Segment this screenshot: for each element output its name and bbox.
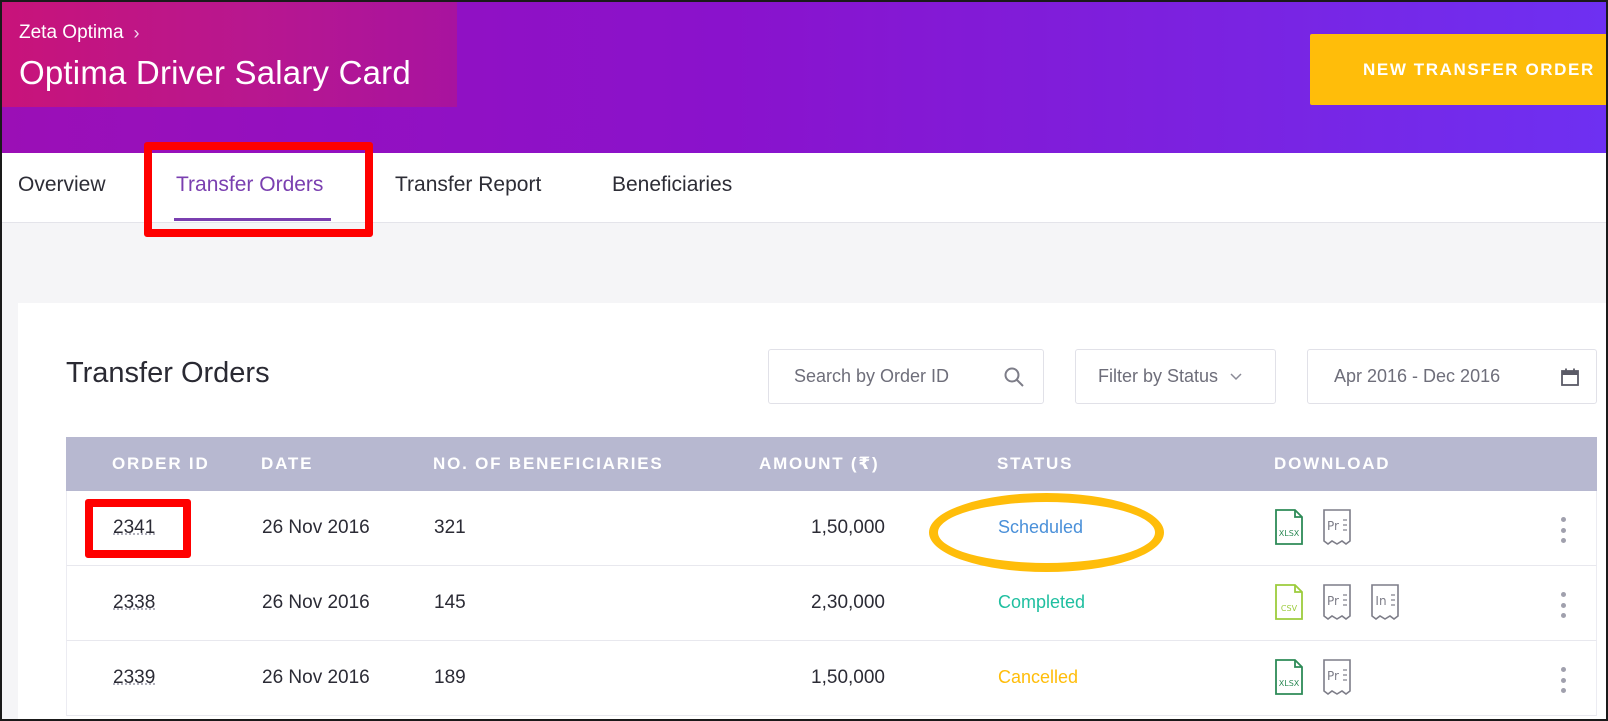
calendar-icon: [1561, 368, 1579, 386]
app-header: Zeta Optima › Optima Driver Salary Card …: [2, 2, 1606, 153]
beneficiary-count: 145: [434, 592, 466, 613]
row-menu-icon[interactable]: [1560, 667, 1566, 693]
col-amount[interactable]: AMOUNT (₹): [759, 454, 880, 473]
new-transfer-order-button[interactable]: NEW TRANSFER ORDER: [1310, 34, 1606, 105]
order-amount: 1,50,000: [811, 667, 885, 688]
beneficiary-count: 321: [434, 517, 466, 538]
order-amount: 2,30,000: [811, 592, 885, 613]
status-badge: Completed: [998, 592, 1086, 612]
chevron-down-icon: [1230, 372, 1242, 380]
breadcrumb-label[interactable]: Zeta Optima: [19, 22, 124, 43]
annotation-box-tab: [144, 142, 373, 237]
page-title: Optima Driver Salary Card: [19, 54, 411, 91]
xlsx-label: XLSX: [1279, 679, 1300, 688]
csv-label: CSV: [1281, 604, 1298, 613]
table-header: ORDER ID DATE NO. OF BENEFICIARIES AMOUN…: [66, 437, 1597, 491]
order-id[interactable]: 2338: [113, 592, 156, 613]
receipt-label: Pr: [1327, 519, 1339, 533]
status-filter-dropdown[interactable]: Filter by Status: [1075, 349, 1276, 404]
breadcrumb[interactable]: Zeta Optima ›: [19, 22, 140, 44]
annotation-box-order-id: [85, 499, 191, 558]
order-date: 26 Nov 2016: [262, 592, 370, 613]
search-placeholder: Search by Order ID: [794, 366, 950, 386]
col-date[interactable]: DATE: [261, 454, 314, 473]
search-input[interactable]: Search by Order ID: [768, 349, 1044, 404]
xlsx-file-icon[interactable]: XLSX: [1274, 508, 1304, 546]
row-menu-icon[interactable]: [1560, 517, 1566, 543]
download-group: CSV Pr In: [1274, 583, 1400, 621]
table-row[interactable]: 2338 26 Nov 2016 145 2,30,000 Completed …: [66, 566, 1597, 641]
search-icon: [1004, 367, 1024, 387]
tab-bar: Overview Transfer Orders Transfer Report…: [2, 153, 1606, 223]
tab-transfer-orders[interactable]: Transfer Orders: [176, 173, 324, 196]
xlsx-file-icon[interactable]: XLSX: [1274, 658, 1304, 696]
download-group: XLSX Pr: [1274, 508, 1352, 546]
tab-beneficiaries[interactable]: Beneficiaries: [612, 173, 733, 196]
chevron-right-icon: ›: [133, 22, 140, 43]
order-amount: 1,50,000: [811, 517, 885, 538]
annotation-ring-status: [929, 493, 1164, 572]
col-status[interactable]: STATUS: [997, 454, 1074, 473]
row-menu-icon[interactable]: [1560, 592, 1566, 618]
invoice-file-icon[interactable]: In: [1370, 583, 1400, 621]
section-title: Transfer Orders: [66, 357, 270, 389]
receipt-file-icon[interactable]: Pr: [1322, 658, 1352, 696]
csv-file-icon[interactable]: CSV: [1274, 583, 1304, 621]
download-group: XLSX Pr: [1274, 658, 1352, 696]
order-date: 26 Nov 2016: [262, 517, 370, 538]
order-id[interactable]: 2341: [113, 517, 156, 538]
receipt-file-icon[interactable]: Pr: [1322, 508, 1352, 546]
xlsx-label: XLSX: [1279, 529, 1300, 538]
active-tab-indicator: [174, 218, 331, 221]
col-beneficiaries[interactable]: NO. OF BENEFICIARIES: [433, 454, 664, 473]
date-range-picker[interactable]: Apr 2016 - Dec 2016: [1307, 349, 1597, 404]
order-date: 26 Nov 2016: [262, 667, 370, 688]
receipt-label: Pr: [1327, 594, 1339, 608]
invoice-label: In: [1375, 594, 1386, 608]
receipt-label: Pr: [1327, 669, 1339, 683]
filter-label: Filter by Status: [1098, 366, 1219, 386]
tab-overview[interactable]: Overview: [18, 173, 106, 196]
title-block: Zeta Optima › Optima Driver Salary Card: [2, 2, 457, 107]
table-row[interactable]: 2341 26 Nov 2016 321 1,50,000 Scheduled …: [66, 491, 1597, 566]
col-download: DOWNLOAD: [1274, 454, 1391, 473]
receipt-file-icon[interactable]: Pr: [1322, 583, 1352, 621]
table-row[interactable]: 2339 26 Nov 2016 189 1,50,000 Cancelled …: [66, 641, 1597, 716]
col-order-id[interactable]: ORDER ID: [112, 454, 210, 473]
date-range-value: Apr 2016 - Dec 2016: [1334, 366, 1501, 386]
order-id[interactable]: 2339: [113, 667, 156, 688]
status-badge: Cancelled: [998, 667, 1079, 687]
beneficiary-count: 189: [434, 667, 466, 688]
tab-transfer-report[interactable]: Transfer Report: [395, 173, 542, 196]
